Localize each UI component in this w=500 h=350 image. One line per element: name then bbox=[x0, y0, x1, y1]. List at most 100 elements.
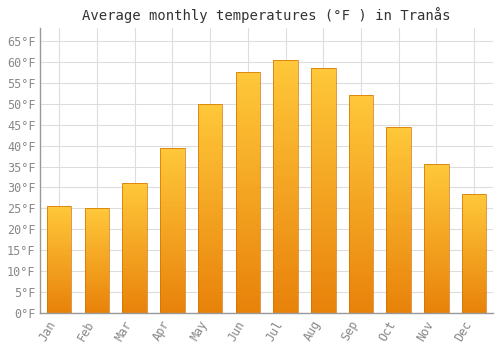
Bar bbox=[236, 215, 260, 217]
Bar bbox=[462, 305, 486, 306]
Bar bbox=[47, 274, 72, 275]
Bar bbox=[198, 299, 222, 301]
Bar bbox=[462, 224, 486, 225]
Bar bbox=[348, 198, 374, 200]
Bar bbox=[348, 174, 374, 176]
Bar bbox=[386, 225, 411, 228]
Bar bbox=[274, 306, 298, 308]
Bar bbox=[236, 289, 260, 292]
Bar bbox=[462, 222, 486, 224]
Bar bbox=[424, 225, 448, 227]
Bar bbox=[198, 301, 222, 303]
Bar bbox=[348, 272, 374, 274]
Bar bbox=[47, 294, 72, 295]
Bar bbox=[348, 182, 374, 184]
Bar bbox=[160, 290, 184, 292]
Bar bbox=[311, 105, 336, 107]
Bar bbox=[462, 300, 486, 301]
Bar bbox=[47, 309, 72, 310]
Bar bbox=[311, 169, 336, 171]
Bar bbox=[274, 222, 298, 224]
Bar bbox=[311, 245, 336, 247]
Bar bbox=[198, 127, 222, 129]
Bar bbox=[348, 152, 374, 154]
Bar bbox=[348, 204, 374, 206]
Bar bbox=[424, 203, 448, 205]
Bar bbox=[236, 272, 260, 275]
Bar bbox=[462, 251, 486, 252]
Bar bbox=[348, 130, 374, 132]
Bar bbox=[84, 304, 109, 305]
Bar bbox=[386, 280, 411, 281]
Bar bbox=[84, 229, 109, 230]
Bar bbox=[462, 200, 486, 201]
Bar bbox=[198, 219, 222, 221]
Bar bbox=[122, 231, 147, 233]
Bar bbox=[462, 273, 486, 274]
Bar bbox=[274, 219, 298, 222]
Bar bbox=[160, 312, 184, 313]
Bar bbox=[198, 290, 222, 292]
Bar bbox=[462, 249, 486, 250]
Bar bbox=[348, 228, 374, 230]
Bar bbox=[386, 246, 411, 248]
Bar bbox=[47, 270, 72, 271]
Bar bbox=[47, 225, 72, 227]
Bar bbox=[311, 130, 336, 132]
Bar bbox=[84, 306, 109, 307]
Bar bbox=[160, 197, 184, 199]
Bar bbox=[462, 215, 486, 216]
Bar bbox=[311, 247, 336, 250]
Bar bbox=[236, 104, 260, 106]
Bar bbox=[462, 269, 486, 270]
Bar bbox=[462, 239, 486, 240]
Bar bbox=[274, 110, 298, 113]
Bar bbox=[84, 279, 109, 280]
Bar bbox=[386, 296, 411, 298]
Bar bbox=[47, 258, 72, 259]
Bar bbox=[386, 244, 411, 246]
Bar bbox=[198, 217, 222, 219]
Bar bbox=[236, 91, 260, 94]
Bar bbox=[462, 279, 486, 280]
Bar bbox=[47, 280, 72, 281]
Bar bbox=[386, 177, 411, 179]
Bar bbox=[386, 197, 411, 199]
Bar bbox=[348, 134, 374, 137]
Bar bbox=[122, 303, 147, 304]
Bar bbox=[462, 203, 486, 204]
Bar bbox=[311, 235, 336, 237]
Bar bbox=[424, 221, 448, 223]
Bar bbox=[274, 237, 298, 240]
Bar bbox=[236, 140, 260, 142]
Bar bbox=[424, 229, 448, 230]
Bar bbox=[47, 291, 72, 292]
Bar bbox=[462, 210, 486, 212]
Bar bbox=[462, 230, 486, 231]
Bar bbox=[198, 210, 222, 212]
Bar bbox=[348, 141, 374, 143]
Bar bbox=[274, 67, 298, 70]
Bar bbox=[424, 231, 448, 233]
Bar bbox=[122, 248, 147, 250]
Bar bbox=[198, 223, 222, 225]
Bar bbox=[84, 222, 109, 223]
Bar bbox=[462, 282, 486, 284]
Bar bbox=[160, 205, 184, 207]
Bar bbox=[462, 281, 486, 282]
Bar bbox=[84, 291, 109, 292]
Bar bbox=[311, 205, 336, 208]
Bar bbox=[311, 220, 336, 223]
Bar bbox=[386, 293, 411, 295]
Bar bbox=[348, 180, 374, 182]
Bar bbox=[122, 287, 147, 288]
Bar bbox=[84, 209, 109, 210]
Bar bbox=[198, 292, 222, 294]
Bar bbox=[84, 269, 109, 270]
Bar bbox=[348, 165, 374, 167]
Bar bbox=[424, 212, 448, 214]
Bar bbox=[47, 263, 72, 264]
Bar bbox=[386, 298, 411, 300]
Bar bbox=[198, 183, 222, 186]
Bar bbox=[122, 304, 147, 306]
